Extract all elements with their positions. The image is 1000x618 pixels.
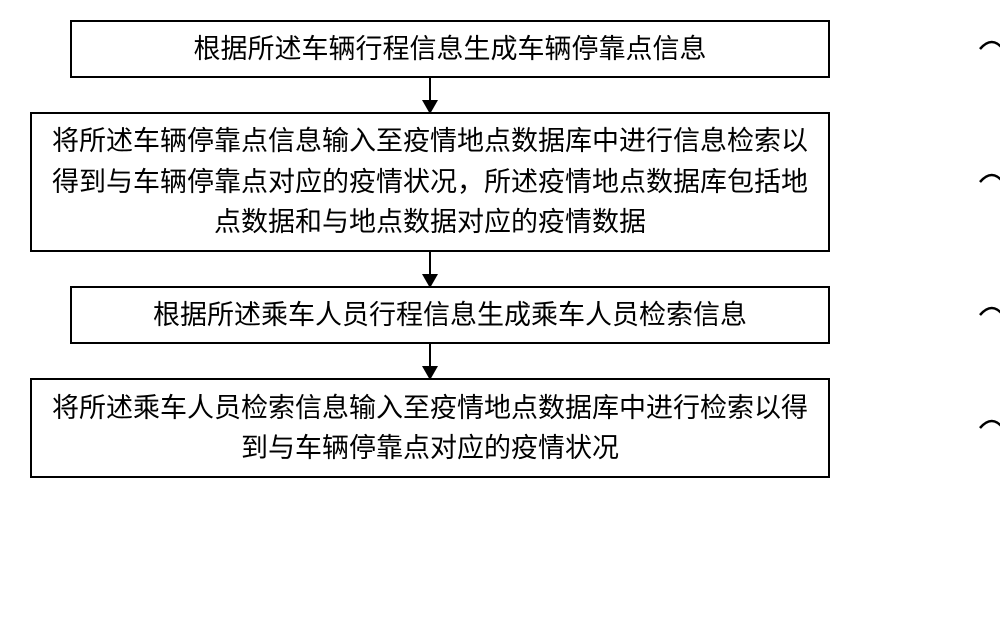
step-label-4: S1034 [978, 413, 1000, 443]
step-text-1: 根据所述车辆行程信息生成车辆停靠点信息 [194, 29, 707, 70]
step-row-2: 将所述车辆停靠点信息输入至疫情地点数据库中进行信息检索以得到与车辆停靠点对应的疫… [30, 112, 970, 252]
arrow-2 [30, 252, 830, 286]
step-row-1: 根据所述车辆行程信息生成车辆停靠点信息 S1031 [30, 20, 970, 78]
step-box-1: 根据所述车辆行程信息生成车辆停靠点信息 [70, 20, 830, 78]
step-box-3: 根据所述乘车人员行程信息生成乘车人员检索信息 [70, 286, 830, 344]
arrow-1 [30, 78, 830, 112]
wave-icon [978, 170, 1000, 194]
step-row-3: 根据所述乘车人员行程信息生成乘车人员检索信息 S1033 [30, 286, 970, 344]
step-label-3: S1033 [978, 300, 1000, 330]
wave-icon [978, 303, 1000, 327]
step-box-4: 将所述乘车人员检索信息输入至疫情地点数据库中进行检索以得到与车辆停靠点对应的疫情… [30, 378, 830, 478]
wave-icon [978, 416, 1000, 440]
wave-icon [978, 37, 1000, 61]
step-label-1: S1031 [978, 34, 1000, 64]
flowchart-container: 根据所述车辆行程信息生成车辆停靠点信息 S1031 将所述车辆停靠点信息输入至疫… [30, 20, 970, 478]
step-text-4: 将所述乘车人员检索信息输入至疫情地点数据库中进行检索以得到与车辆停靠点对应的疫情… [52, 388, 808, 469]
arrow-3 [30, 344, 830, 378]
step-row-4: 将所述乘车人员检索信息输入至疫情地点数据库中进行检索以得到与车辆停靠点对应的疫情… [30, 378, 970, 478]
step-label-2: S1032 [978, 167, 1000, 197]
step-text-2: 将所述车辆停靠点信息输入至疫情地点数据库中进行信息检索以得到与车辆停靠点对应的疫… [52, 121, 808, 243]
step-text-3: 根据所述乘车人员行程信息生成乘车人员检索信息 [153, 295, 747, 336]
step-box-2: 将所述车辆停靠点信息输入至疫情地点数据库中进行信息检索以得到与车辆停靠点对应的疫… [30, 112, 830, 252]
